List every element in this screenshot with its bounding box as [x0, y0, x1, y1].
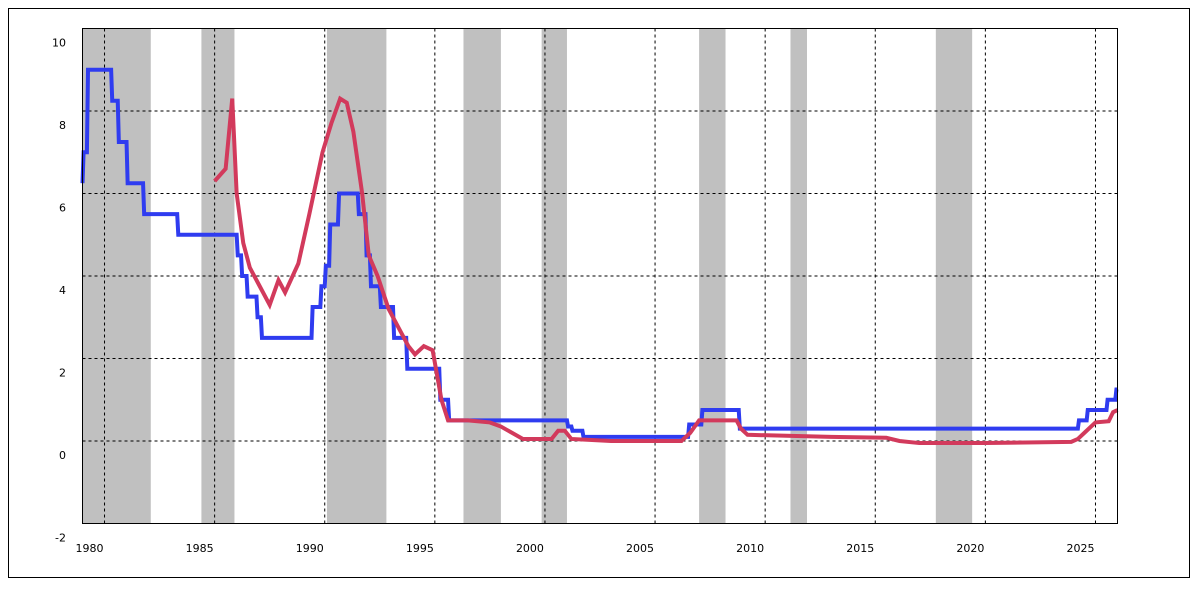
- y-tick-label: 8: [59, 119, 66, 132]
- labels-layer: -2 0 2 4 6 8 10 1980 1985 1990 1995 2000 2005 2010 201…: [52, 37, 1094, 556]
- y-tick-label: 2: [59, 367, 66, 380]
- y-tick-label: 4: [59, 284, 66, 297]
- x-tick-label: 1990: [296, 542, 324, 555]
- x-tick-label: 1995: [406, 542, 434, 555]
- x-tick-label: 2000: [516, 542, 544, 555]
- y-tick-label: -2: [55, 532, 66, 545]
- x-tick-label: 2025: [1066, 542, 1094, 555]
- x-tick-label: 2010: [736, 542, 764, 555]
- x-tick-label: 1985: [186, 542, 214, 555]
- lines-layer: [80, 67, 1119, 446]
- y-tick-label: 0: [59, 449, 66, 462]
- frame: [8, 8, 1190, 578]
- plot-border: [82, 28, 1118, 524]
- series-line: [213, 95, 1119, 446]
- y-tick-label: 10: [52, 37, 66, 50]
- x-tick-label: 1980: [76, 542, 104, 555]
- y-tick-label: 6: [59, 202, 66, 215]
- shaded-period: [463, 28, 501, 524]
- x-tick-label: 2020: [956, 542, 984, 555]
- x-tick-label: 2015: [846, 542, 874, 555]
- x-tick-label: 2005: [626, 542, 654, 555]
